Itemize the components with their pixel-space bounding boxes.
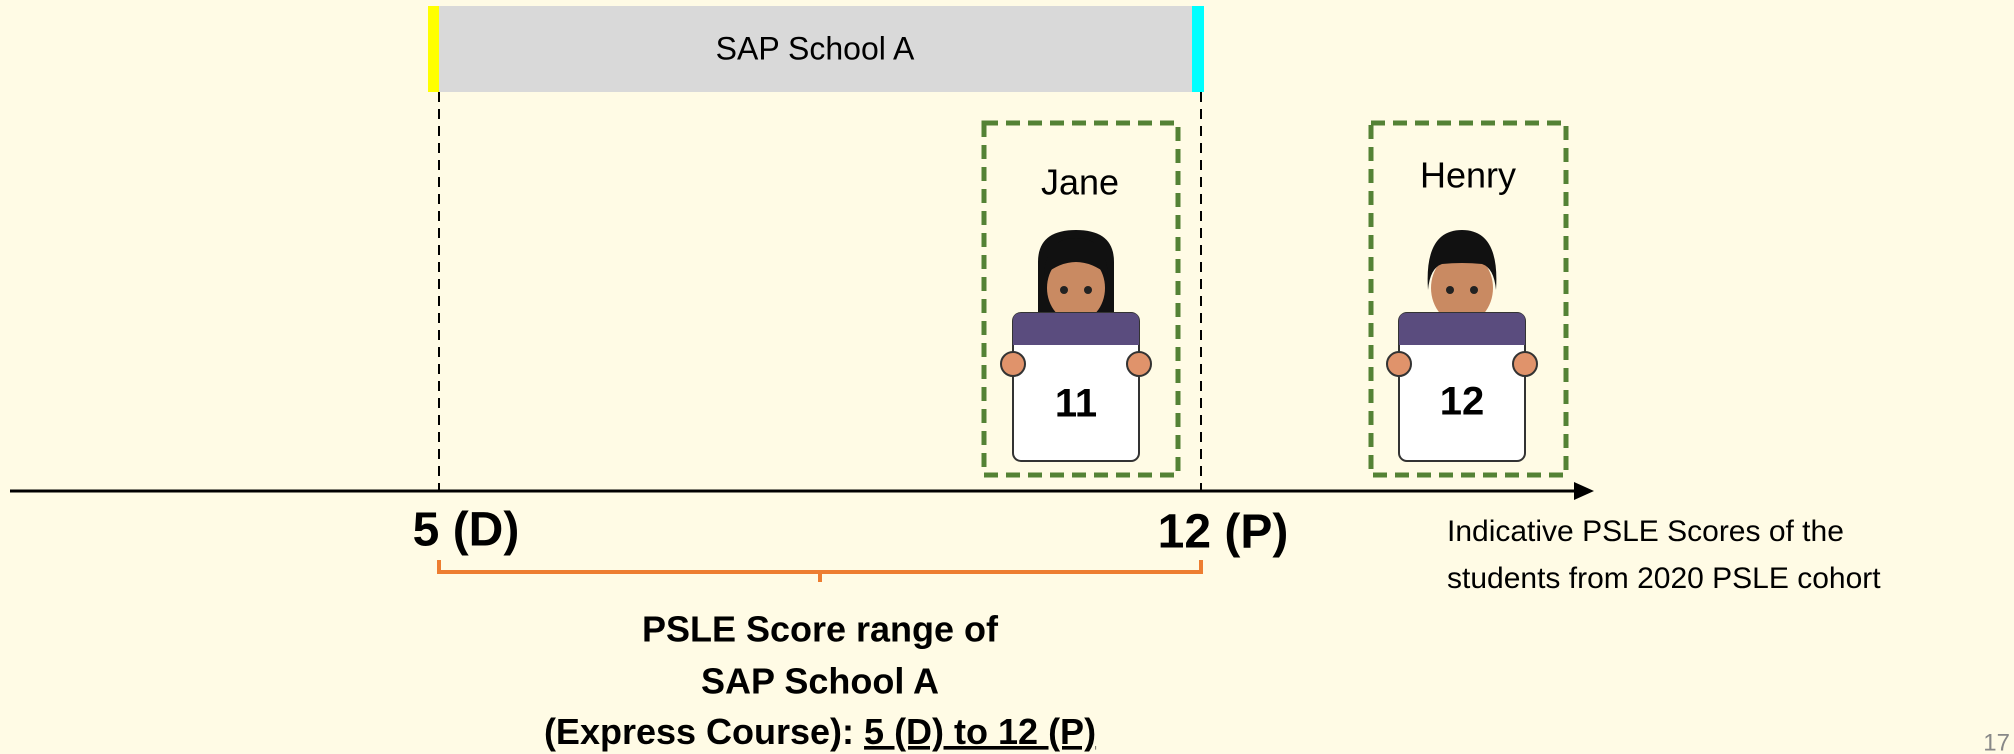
range-caption-prefix: (Express Course): bbox=[544, 711, 864, 752]
student-name: Jane bbox=[1041, 162, 1119, 203]
eye bbox=[1084, 286, 1092, 294]
eye bbox=[1470, 286, 1478, 294]
axis-caption: students from 2020 PSLE cohort bbox=[1447, 562, 1881, 595]
background bbox=[0, 0, 2014, 754]
range-caption-range: 5 (D) to 12 (P) bbox=[864, 711, 1096, 752]
student-score: 11 bbox=[1055, 382, 1097, 426]
student-score: 12 bbox=[1440, 380, 1485, 424]
eye bbox=[1060, 286, 1068, 294]
axis-label: 12 (P) bbox=[1158, 506, 1289, 559]
bar-end-marker bbox=[1192, 6, 1204, 92]
hand bbox=[1387, 352, 1411, 376]
hand bbox=[1127, 352, 1151, 376]
school-label: SAP School A bbox=[716, 30, 915, 66]
eye bbox=[1446, 286, 1454, 294]
sign-top bbox=[1399, 313, 1525, 345]
student-name: Henry bbox=[1420, 155, 1516, 196]
axis-label: 5 (D) bbox=[413, 504, 520, 557]
hand bbox=[1001, 352, 1025, 376]
range-caption: (Express Course): 5 (D) to 12 (P) bbox=[544, 711, 1096, 752]
page-number: 17 bbox=[1983, 729, 2010, 754]
bar-start-marker bbox=[428, 6, 439, 92]
axis-caption: Indicative PSLE Scores of the bbox=[1447, 515, 1844, 548]
sign-top bbox=[1013, 313, 1139, 345]
range-caption: PSLE Score range of bbox=[642, 609, 999, 650]
hand bbox=[1513, 352, 1537, 376]
range-caption: SAP School A bbox=[701, 661, 939, 702]
slide: SAP School A 5 (D) 12 (P) Indicative PSL… bbox=[0, 0, 2014, 754]
